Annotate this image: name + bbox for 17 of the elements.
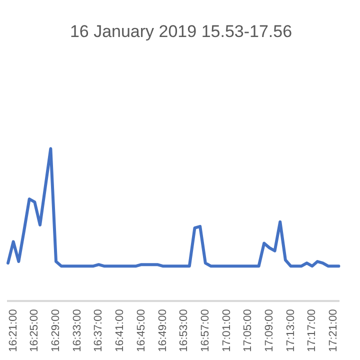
x-tick-label: 16:45:00 xyxy=(135,309,148,352)
x-tick-label: 16:21:00 xyxy=(7,309,20,352)
x-tick-label: 16:25:00 xyxy=(28,309,41,352)
x-tick-label: 16:57:00 xyxy=(199,309,212,352)
x-tick-label: 16:33:00 xyxy=(71,309,84,352)
x-tick-label: 16:41:00 xyxy=(114,309,126,352)
x-tick-label: 17:05:00 xyxy=(242,309,254,352)
x-tick-label: 17:13:00 xyxy=(284,309,297,352)
x-tick-label: 16:37:00 xyxy=(92,309,105,352)
x-tick-label: 16:49:00 xyxy=(156,309,169,352)
x-tick-label: 16:53:00 xyxy=(178,309,190,352)
chart-title: 16 January 2019 15.53-17.56 xyxy=(70,22,292,41)
x-tick-label: 17:09:00 xyxy=(263,309,276,352)
x-tick-label: 16:29:00 xyxy=(50,309,62,352)
x-tick-label: 17:21:00 xyxy=(327,309,340,352)
x-tick-label: 17:17:00 xyxy=(306,309,318,352)
x-tick-label: 17:01:00 xyxy=(220,309,233,352)
